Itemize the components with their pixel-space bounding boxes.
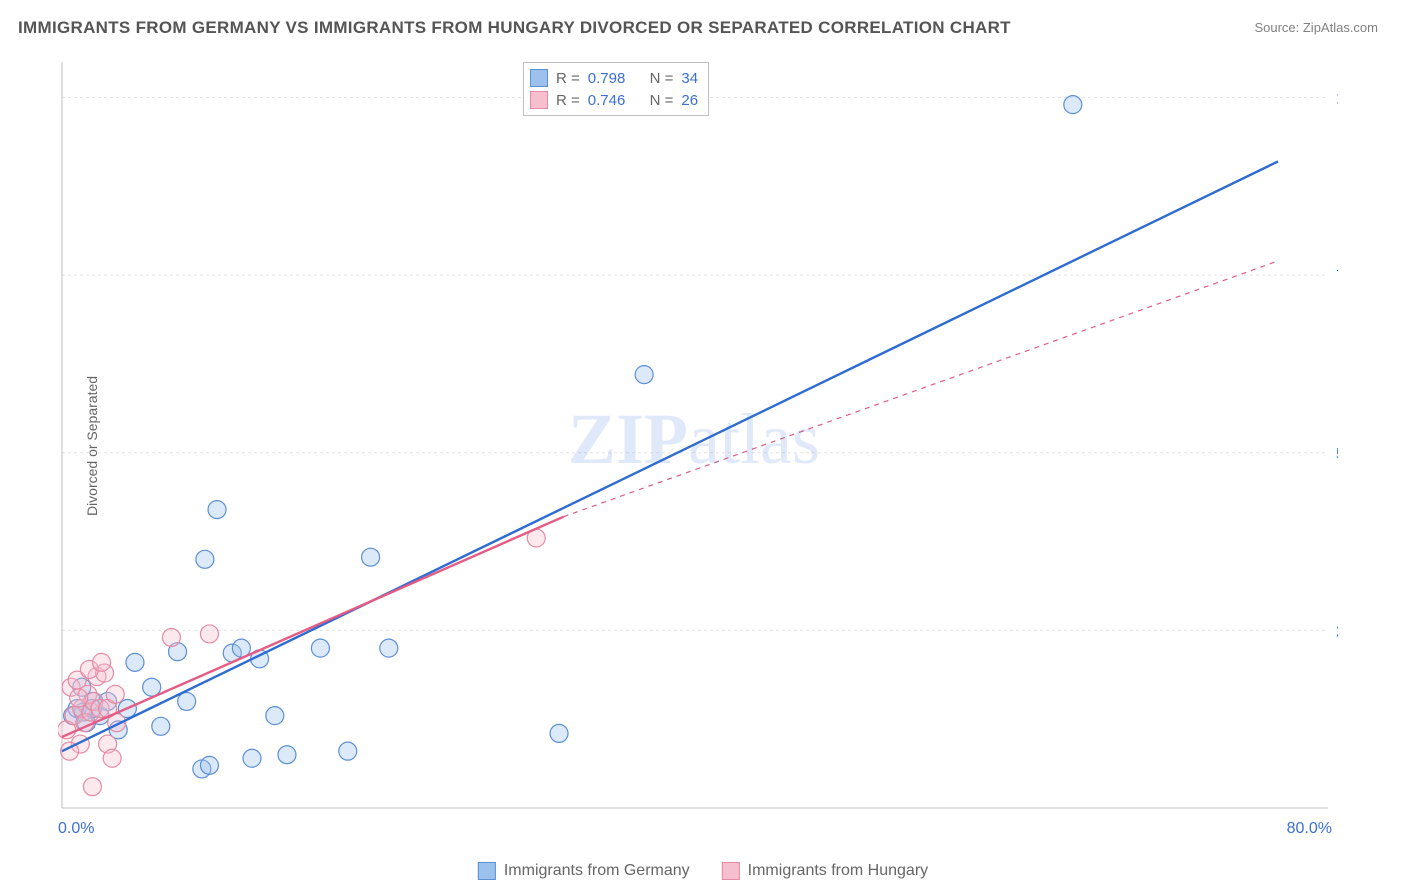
stats-row: R = 0.798 N = 34 — [530, 67, 698, 89]
n-label: N = — [650, 92, 674, 109]
source-link[interactable]: ZipAtlas.com — [1303, 20, 1378, 35]
n-value: 26 — [681, 92, 698, 109]
r-value: 0.798 — [588, 70, 626, 87]
r-value: 0.746 — [588, 92, 626, 109]
legend-swatch — [722, 862, 740, 880]
r-label: R = — [556, 70, 580, 87]
x-axis-legend: Immigrants from Germany Immigrants from H… — [478, 862, 928, 880]
plot-area: 25.0%50.0%75.0%100.0% ZIPatlas R =0.798 … — [58, 58, 1338, 828]
svg-text:75.0%: 75.0% — [1336, 268, 1338, 285]
n-label: N = — [650, 70, 674, 87]
scatter-chart-svg: 25.0% 50.0% 75.0% 100.0% — [58, 58, 1338, 828]
r-label: R = — [556, 92, 580, 109]
legend-swatch — [478, 862, 496, 880]
series-swatch — [530, 91, 548, 109]
svg-text:100.0%: 100.0% — [1336, 91, 1338, 108]
svg-text:25.0%: 25.0% — [1336, 623, 1338, 640]
chart-title: IMMIGRANTS FROM GERMANY VS IMMIGRANTS FR… — [18, 18, 1011, 38]
series-swatch — [530, 69, 548, 87]
source-attribution: Source: ZipAtlas.com — [1254, 20, 1378, 35]
legend-item: Immigrants from Hungary — [722, 862, 929, 880]
correlation-stats-box: R = 0.798 N = 34 R = 0.746 N = 26 — [523, 62, 709, 116]
legend-item: Immigrants from Germany — [478, 862, 690, 880]
stats-row: R = 0.746 N = 26 — [530, 89, 698, 111]
legend-label: Immigrants from Hungary — [748, 862, 929, 880]
axis-tick-label: 80.0% — [1287, 820, 1332, 838]
n-value: 34 — [681, 70, 698, 87]
axis-tick-label: 0.0% — [58, 820, 94, 838]
source-prefix: Source: — [1254, 20, 1302, 35]
legend-label: Immigrants from Germany — [504, 862, 690, 880]
svg-text:50.0%: 50.0% — [1336, 446, 1338, 463]
